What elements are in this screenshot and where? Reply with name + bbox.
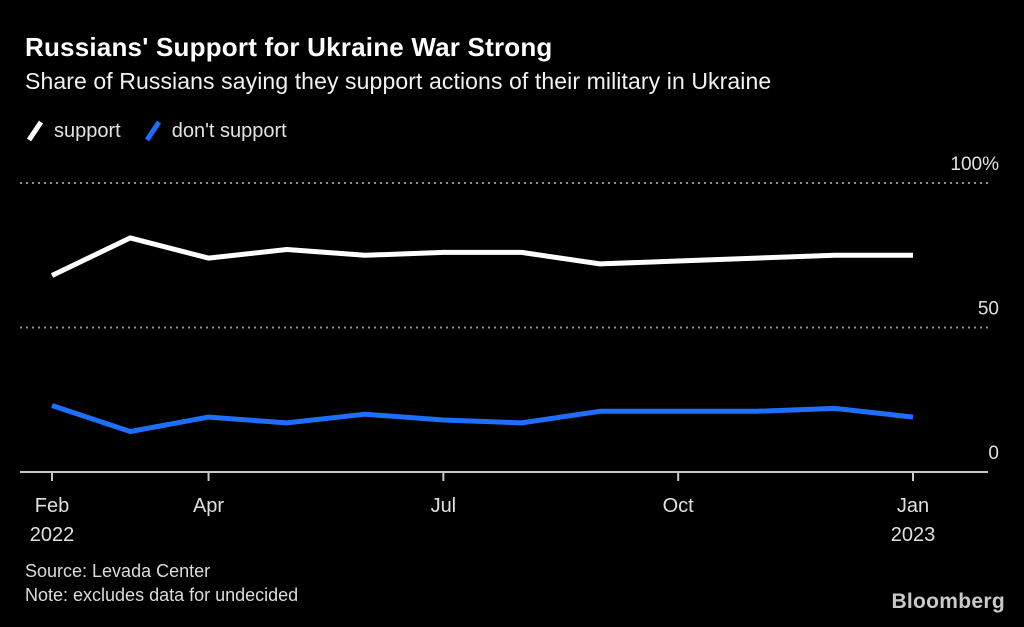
- svg-text:Jul: Jul: [431, 495, 457, 517]
- page-title: Russians' Support for Ukraine War Strong: [25, 32, 553, 62]
- page-subtitle: Share of Russians saying they support ac…: [25, 68, 772, 94]
- legend-label: don't support: [171, 119, 287, 142]
- svg-text:Feb: Feb: [35, 495, 69, 517]
- svg-text:Oct: Oct: [663, 495, 695, 517]
- legend-item-support: support: [25, 118, 121, 144]
- legend-item-dont-support: don't support: [143, 118, 287, 144]
- bloomberg-logo: Bloomberg: [891, 590, 1005, 613]
- source-note: Source: Levada Center: [25, 561, 211, 581]
- svg-text:Jan: Jan: [897, 495, 929, 517]
- line-swatch-icon: [26, 120, 44, 142]
- svg-text:100%: 100%: [950, 154, 999, 175]
- svg-text:2022: 2022: [30, 524, 75, 546]
- legend-label: support: [54, 119, 121, 142]
- svg-text:50: 50: [978, 299, 999, 320]
- svg-text:Apr: Apr: [193, 495, 224, 517]
- line-swatch-icon: [144, 120, 161, 142]
- svg-text:0: 0: [988, 443, 999, 464]
- svg-text:2023: 2023: [891, 524, 936, 546]
- chart-legend: support don't support: [25, 118, 287, 144]
- exclusion-note: Note: excludes data for undecided: [25, 585, 299, 605]
